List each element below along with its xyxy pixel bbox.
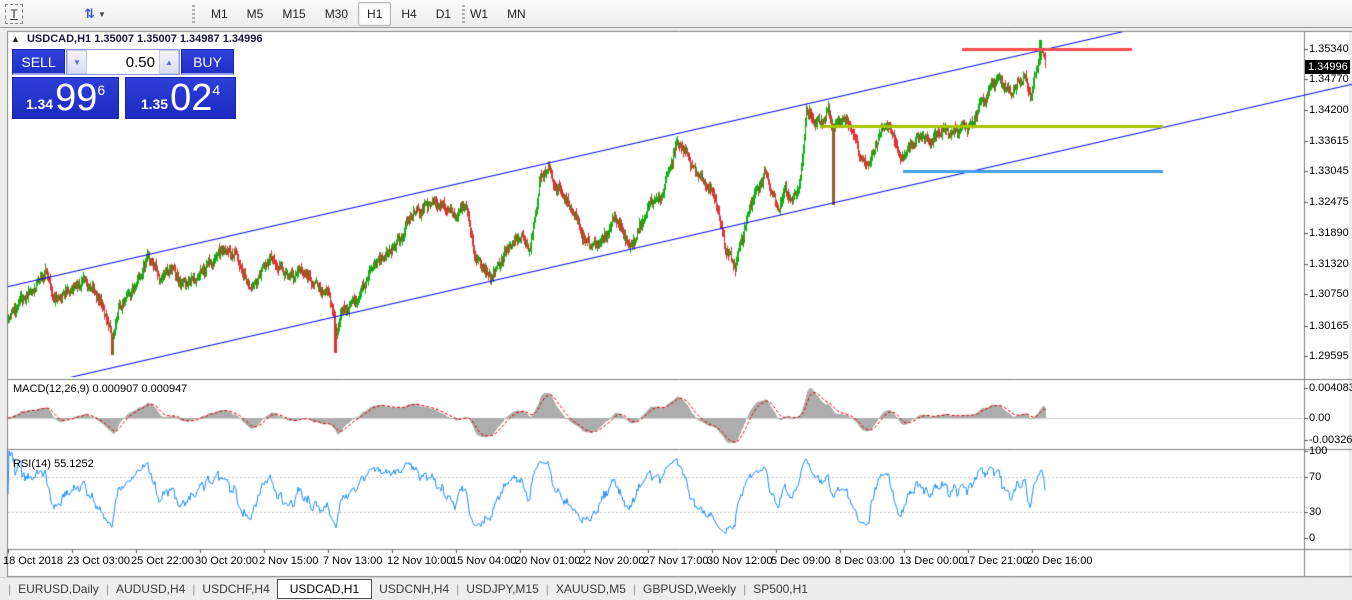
tab-audusd-h4[interactable]: AUDUSD,H4 (115, 582, 186, 596)
tab-xauusd-m5[interactable]: XAUUSD,M5 (555, 582, 626, 596)
timeframe-w1[interactable]: W1 (470, 7, 489, 21)
time-tick-label: 27 Nov 17:00 (643, 555, 709, 567)
price-tick-label: 1.33045 (1309, 165, 1349, 178)
indicator-tick-label: 0.00 (1309, 412, 1331, 424)
time-tick-label: 20 Nov 01:00 (515, 555, 581, 567)
timeframe-group: M1 M5 M15 M30 H1 H4 D1 W1 MN (202, 2, 535, 26)
volume-input[interactable] (87, 50, 159, 74)
price-tick-label: 1.35340 (1309, 42, 1349, 55)
timeframe-mn[interactable]: MN (507, 7, 526, 21)
price-tick-label: 1.33615 (1309, 134, 1349, 147)
price-tick-label: 1.32475 (1309, 196, 1349, 209)
cycle-symbols-button[interactable]: ⇅ ▼ (76, 3, 114, 25)
tab-sp500-h1[interactable]: SP500,H1 (753, 582, 808, 596)
buy-price-whole: 1.35 (140, 96, 169, 112)
caret-down-icon: ▼ (73, 57, 81, 67)
volume-decrease-button[interactable]: ▼ (67, 50, 87, 74)
price-tick-label: 1.34200 (1309, 103, 1349, 116)
macd-indicator-label: MACD(12,26,9) 0.000907 0.000947 (13, 383, 188, 395)
timeframe-m5[interactable]: M5 (246, 7, 264, 21)
volume-increase-button[interactable]: ▲ (159, 50, 179, 74)
indicator-tick-label: 70 (1309, 471, 1322, 483)
toolbar-grip[interactable] (462, 5, 465, 23)
tab-usdjpy-m15[interactable]: USDJPY,M15 (466, 582, 539, 596)
sell-price-pips: 99 (55, 77, 98, 119)
tab-usdchf-h4[interactable]: USDCHF,H4 (202, 582, 270, 596)
price-tick-label: 1.31320 (1309, 257, 1349, 270)
timeframe-m15[interactable]: M15 (282, 7, 306, 21)
text-tool-button[interactable]: T (5, 4, 23, 24)
buy-price-display[interactable]: 1.35 02 4 (125, 77, 236, 119)
arrows-icon: ⇅ (84, 6, 95, 21)
buy-price-pips: 02 (170, 77, 213, 119)
indicator-tick-label: 0.004083 (1309, 382, 1352, 394)
chevron-down-icon: ▼ (97, 9, 106, 19)
timeframe-h1[interactable]: H1 (358, 2, 392, 26)
timeframe-h4[interactable]: H4 (401, 7, 417, 21)
chart-symbol-period: USDCAD,H1 (26, 33, 92, 45)
rsi-indicator-label: RSI(14) 55.1252 (13, 458, 94, 470)
time-tick-label: 15 Nov 04:00 (451, 555, 517, 567)
tab-eurusd-daily[interactable]: EURUSD,Daily (18, 582, 99, 596)
tab-separator: | (456, 582, 460, 596)
price-tick-label: 1.29595 (1309, 350, 1349, 363)
time-tick-label: 18 Oct 2018 (3, 555, 63, 567)
time-tick-label: 2 Nov 15:00 (259, 555, 319, 567)
price-tick-label: 1.30165 (1309, 319, 1349, 332)
time-tick-label: 23 Oct 03:00 (67, 555, 130, 567)
tab-usdcnh-h4[interactable]: USDCNH,H4 (379, 582, 450, 596)
sell-price-whole: 1.34 (25, 96, 54, 112)
time-tick-label: 30 Oct 20:00 (195, 555, 258, 567)
time-tick-label: 13 Dec 00:00 (899, 555, 965, 567)
one-click-trading-panel: SELL ▼ ▲ BUY 1.34 99 6 1.35 02 4 (12, 49, 236, 119)
timeframe-m1[interactable]: M1 (211, 7, 228, 21)
timeframe-m30[interactable]: M30 (324, 7, 349, 21)
current-price-tag: 1.34996 (1305, 59, 1350, 74)
buy-price-point: 4 (212, 82, 221, 98)
time-tick-label: 8 Dec 03:00 (835, 555, 895, 567)
time-tick-label: 17 Dec 21:00 (963, 555, 1029, 567)
tab-separator: | (632, 582, 637, 596)
tab-separator: | (545, 582, 549, 596)
tab-separator: | (105, 582, 109, 596)
sell-price-point: 6 (97, 82, 106, 98)
indicator-tick-label: 0 (1309, 532, 1316, 544)
indicator-tick-label: 100 (1309, 445, 1328, 457)
caret-up-icon: ▲ (165, 57, 173, 67)
sell-price-display[interactable]: 1.34 99 6 (12, 77, 119, 119)
collapse-panel-icon[interactable]: ▲ (11, 34, 20, 44)
tab-separator: | (192, 582, 196, 596)
volume-control: ▼ ▲ (66, 49, 180, 75)
indicator-tick-label: -0.003262 (1309, 434, 1352, 446)
price-tick-label: 1.34770 (1309, 73, 1349, 86)
sell-button[interactable]: SELL (12, 49, 65, 75)
chart-ohlc-values: 1.35007 1.35007 1.34987 1.34996 (94, 33, 263, 45)
tab-separator: | (743, 582, 747, 596)
time-tick-label: 25 Oct 22:00 (131, 555, 194, 567)
tab-usdcad-h1[interactable]: USDCAD,H1 (276, 579, 373, 599)
time-tick-label: 12 Nov 10:00 (387, 555, 453, 567)
indicator-tick-label: 30 (1309, 506, 1322, 518)
time-tick-label: 22 Nov 20:00 (579, 555, 645, 567)
buy-button[interactable]: BUY (181, 49, 234, 75)
top-toolbar: T ⇅ ▼ M1 M5 M15 M30 H1 H4 D1 W1 MN (0, 0, 1352, 28)
time-tick-label: 5 Dec 09:00 (771, 555, 831, 567)
price-tick-label: 1.30750 (1309, 288, 1349, 301)
timeframe-d1[interactable]: D1 (435, 7, 452, 21)
time-tick-label: 30 Nov 12:00 (707, 555, 773, 567)
tab-gbpusd-weekly[interactable]: GBPUSD,Weekly (643, 582, 737, 596)
time-tick-label: 7 Nov 13:00 (323, 555, 383, 567)
price-tick-label: 1.31890 (1309, 227, 1349, 240)
chart-header: ▲ USDCAD,H1 1.35007 1.35007 1.34987 1.34… (11, 33, 262, 45)
chart-tab-bar: | EURUSD,Daily | AUDUSD,H4 | USDCHF,H4 USDCAD,… (0, 577, 1352, 600)
time-tick-label: 20 Dec 16:00 (1027, 555, 1093, 567)
toolbar-grip[interactable] (192, 5, 195, 23)
tab-separator: | (8, 582, 12, 596)
